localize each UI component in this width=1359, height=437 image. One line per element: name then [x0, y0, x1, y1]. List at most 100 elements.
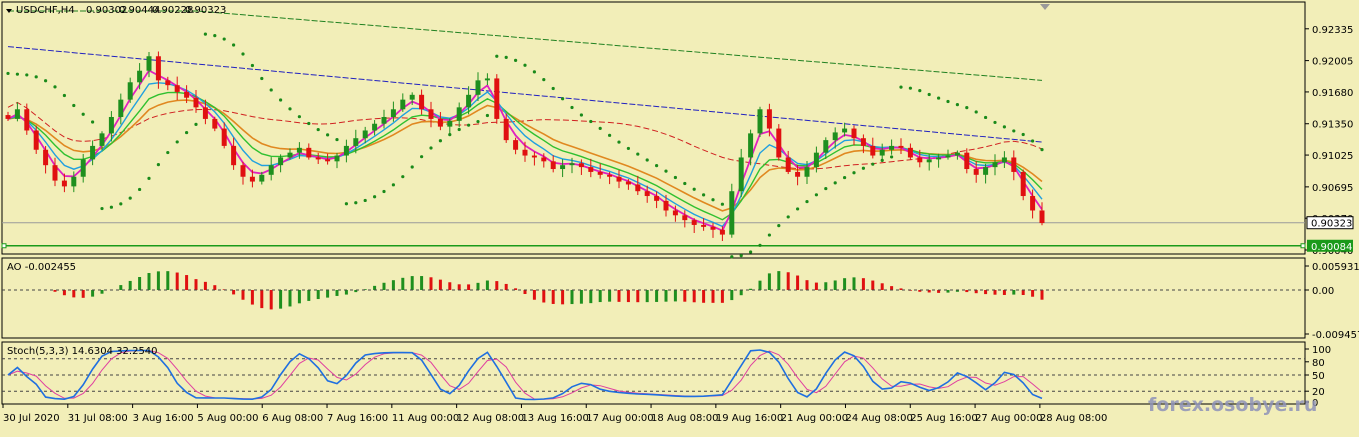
header-close: 0.90323 [185, 5, 226, 16]
candle-body [907, 147, 913, 158]
sar-dot [316, 127, 320, 132]
sar-dot [993, 120, 997, 125]
sar-dot [1002, 125, 1007, 129]
candle-body [428, 109, 434, 119]
sar-dot [429, 146, 433, 150]
candle-body [466, 94, 472, 108]
sar-dot [25, 73, 29, 77]
candle-body [813, 152, 819, 168]
stoch-panel-frame [1, 341, 1306, 405]
candle-body [597, 171, 603, 175]
stoch-panel[interactable]: 100 80 50 200 [2, 345, 1331, 409]
candle-body [325, 159, 331, 162]
candle-body [259, 174, 265, 182]
sar-dot [391, 183, 395, 187]
price-panel[interactable] [1, 10, 1306, 259]
candle-body [71, 176, 77, 187]
candle-body [522, 149, 528, 156]
time-tick-label: 28 Aug 08:00 [1040, 413, 1107, 424]
time-tick-label: 12 Aug 08:00 [457, 413, 524, 424]
ao-panel[interactable]: 0.005931 0.00 -0.009457 [2, 262, 1359, 341]
time-tick-label: 11 Aug 00:00 [392, 413, 459, 424]
candle-body [748, 133, 754, 158]
sar-dot [946, 99, 950, 104]
collapse-triangle-icon[interactable] [6, 9, 12, 13]
sar-dot [561, 97, 565, 101]
candle-body [785, 157, 791, 172]
candle-body [541, 157, 547, 162]
candle-body [296, 147, 302, 153]
sar-dot [213, 34, 217, 38]
candle-body [738, 157, 744, 192]
stoch-tick-label: 20 [1312, 387, 1325, 398]
time-tick-label: 3 Aug 16:00 [133, 413, 194, 424]
sar-dot [194, 122, 198, 126]
sar-dot [758, 243, 762, 247]
candle-body [231, 145, 237, 166]
sar-dot [420, 155, 424, 159]
ao-tick-label: 0.005931 [1312, 262, 1359, 273]
candle-body [945, 155, 951, 158]
sar-dot [908, 86, 913, 90]
sar-dot [401, 175, 405, 179]
candle-body [936, 157, 942, 160]
candle-body [954, 152, 960, 156]
candle-body [578, 163, 584, 168]
sar-dot [109, 205, 113, 209]
candle-body [90, 145, 96, 160]
candle-body [43, 149, 49, 166]
candle-body [1030, 196, 1036, 211]
candle-body [823, 140, 829, 153]
candle-body [456, 107, 462, 121]
candle-body [240, 165, 246, 177]
sar-dot [965, 106, 969, 110]
candle-body [531, 155, 537, 158]
stoch-tick-label: 50 [1312, 371, 1325, 382]
sar-dot [626, 146, 631, 151]
ao-tick-label: -0.009457 [1312, 330, 1359, 341]
candle-body [691, 220, 697, 225]
sar-dot [166, 150, 170, 155]
candle-body [917, 157, 923, 163]
sar-dot [44, 79, 48, 83]
level-handle-right [1300, 243, 1306, 249]
candle-body [682, 215, 688, 221]
time-tick-label: 25 Aug 16:00 [910, 413, 977, 424]
sar-dot [269, 88, 273, 92]
candle-body [766, 109, 772, 129]
sar-dot [1021, 132, 1025, 137]
price-tick-label: 0.90695 [1312, 183, 1353, 194]
candle-body [719, 229, 725, 235]
candle-body [475, 80, 481, 95]
chart-shift-icon[interactable] [1040, 4, 1050, 10]
sar-dot [335, 137, 339, 142]
sar-dot [457, 127, 461, 132]
header-high: 0.90444 [119, 5, 160, 16]
candle-body [983, 167, 989, 175]
sar-dot [156, 163, 160, 167]
sar-dot [326, 133, 330, 137]
sar-dot [354, 201, 358, 205]
header-open: 0.90302 [86, 5, 127, 16]
candle-body [249, 176, 255, 182]
price-tick-label: 0.92005 [1312, 57, 1353, 68]
level-price-value: 0.90084 [1311, 242, 1352, 253]
candle-body [607, 174, 613, 177]
sar-dot [786, 215, 790, 219]
candle-body [99, 133, 105, 146]
sar-dot [297, 115, 301, 119]
watermark: forex.osobye.ru [1148, 394, 1317, 416]
ao-label: AO -0.002455 [7, 262, 76, 273]
sar-dot [279, 98, 283, 102]
sar-dot [702, 193, 706, 197]
candle-body [108, 116, 114, 134]
candle-body [409, 94, 415, 100]
ma-long-green [8, 10, 1043, 81]
time-tick-label: 19 Aug 16:00 [716, 413, 783, 424]
candle-body [654, 196, 660, 201]
candle-body [729, 191, 735, 235]
candle-body [315, 157, 321, 160]
sar-dot [222, 37, 226, 41]
